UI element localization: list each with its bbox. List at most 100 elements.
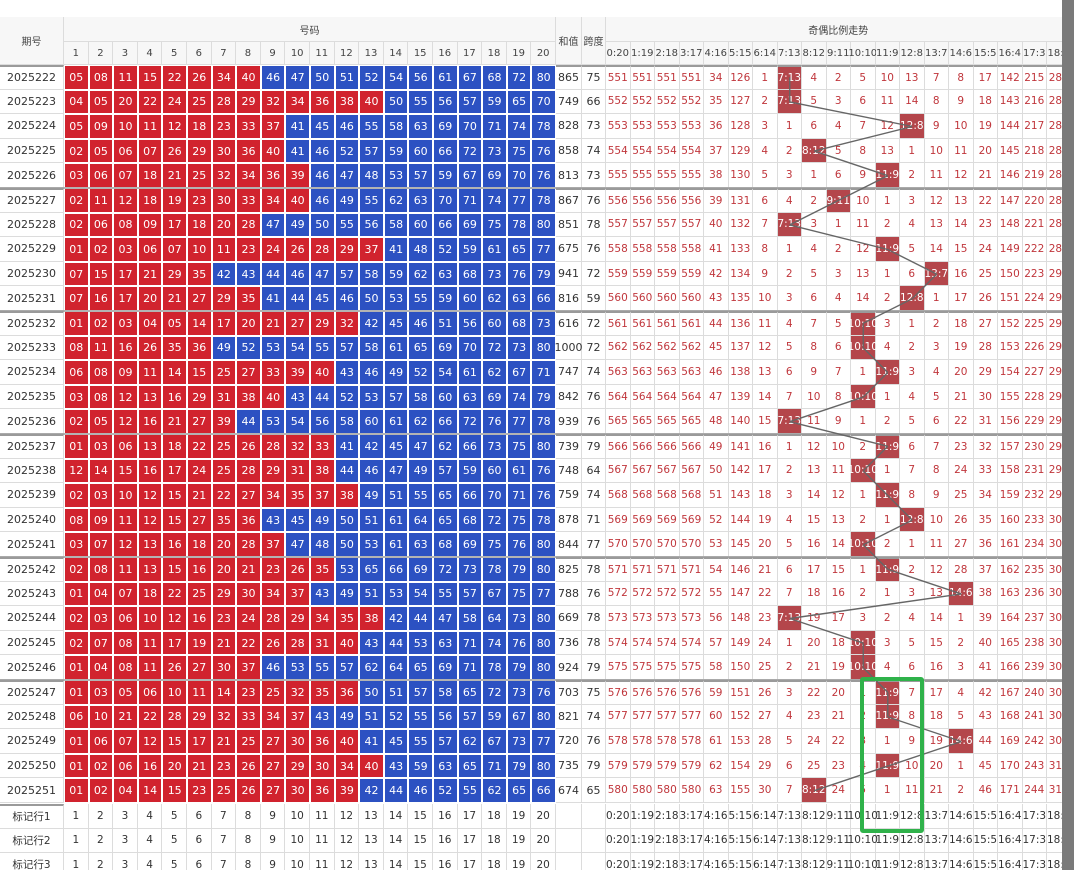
omission-count: 22	[949, 409, 974, 434]
sum: 865	[556, 65, 582, 90]
marker-ratio: 16:4	[998, 828, 1023, 854]
omission-count: 560	[679, 286, 704, 311]
omission-count: 5	[777, 729, 802, 754]
omission-count: 39	[704, 188, 729, 213]
drawn-number: 29	[285, 606, 310, 631]
omission-count: 1	[875, 507, 900, 533]
drawn-number: 46	[334, 286, 360, 311]
marker-number: 1	[64, 804, 89, 829]
trend-column-header: 2:18	[655, 42, 680, 65]
drawn-number: 71	[531, 360, 556, 385]
drawn-number: 55	[310, 335, 335, 361]
marker-ratio: 3:17	[679, 804, 704, 829]
drawn-number: 37	[285, 581, 310, 607]
sum: 878	[556, 507, 582, 533]
marker-number: 6	[187, 828, 212, 854]
drawn-number: 80	[531, 704, 556, 730]
omission-count: 551	[679, 65, 704, 90]
omission-count: 284	[1047, 114, 1062, 139]
omission-count: 561	[630, 311, 655, 336]
drawn-number: 60	[359, 409, 384, 434]
omission-count: 13	[802, 458, 827, 484]
marker-number: 18	[482, 828, 507, 854]
omission-count: 294	[1047, 360, 1062, 385]
span: 71	[582, 507, 606, 533]
omission-count: 220	[1022, 188, 1047, 213]
scrollbar[interactable]	[1062, 0, 1074, 870]
omission-count: 18	[924, 704, 949, 730]
omission-count: 3	[924, 335, 949, 361]
drawn-number: 79	[531, 261, 556, 287]
omission-count: 12	[851, 237, 876, 262]
omission-count: 21	[973, 163, 998, 188]
marker-number: 6	[187, 804, 212, 829]
omission-count: 573	[606, 606, 631, 631]
drawn-number: 18	[187, 212, 212, 238]
sum: 939	[556, 409, 582, 434]
drawn-number: 42	[359, 434, 384, 459]
drawn-number: 49	[285, 212, 310, 238]
omission-count: 299	[1047, 483, 1062, 508]
drawn-number: 53	[260, 335, 286, 361]
omission-count: 11	[802, 409, 827, 434]
drawn-number: 69	[457, 532, 483, 557]
sum: 759	[556, 483, 582, 508]
omission-count: 291	[1047, 286, 1062, 311]
drawn-number: 60	[482, 458, 507, 484]
drawn-number: 61	[482, 237, 507, 262]
marker-ratio: 13:7	[924, 804, 949, 829]
omission-count: 575	[630, 655, 655, 680]
span: 64	[582, 458, 606, 484]
omission-count: 41	[973, 655, 998, 680]
drawn-number: 52	[408, 360, 433, 385]
sum: 674	[556, 778, 582, 803]
ratio-hit: 11:9	[875, 237, 900, 262]
drawn-number: 52	[383, 704, 409, 730]
omission-count: 242	[1022, 729, 1047, 754]
sum: 924	[556, 655, 582, 680]
omission-count: 3	[777, 286, 802, 311]
omission-count: 297	[1047, 434, 1062, 459]
omission-count: 50	[704, 458, 729, 484]
drawn-number: 70	[433, 188, 458, 213]
marker-ratio: 13:7	[924, 828, 949, 854]
drawn-number: 46	[359, 360, 384, 385]
omission-count: 570	[630, 532, 655, 557]
omission-count: 8	[900, 483, 925, 508]
drawn-number: 36	[260, 163, 286, 188]
omission-count: 562	[679, 335, 704, 361]
omission-count: 42	[973, 680, 998, 705]
drawn-number: 66	[433, 212, 458, 238]
drawn-number: 01	[64, 680, 89, 705]
drawn-number: 29	[334, 237, 360, 262]
span: 74	[582, 360, 606, 385]
drawn-number: 30	[285, 729, 310, 754]
drawn-number: 26	[187, 65, 212, 90]
drawn-number: 04	[113, 778, 138, 803]
drawn-number: 47	[285, 532, 310, 557]
drawn-number: 26	[236, 778, 261, 803]
omission-count: 60	[704, 704, 729, 730]
omission-count: 28	[973, 335, 998, 361]
drawn-number: 26	[285, 557, 310, 582]
drawn-number: 33	[236, 114, 261, 139]
omission-count: 15	[924, 630, 949, 656]
issue: 2025235	[0, 384, 64, 410]
drawn-number: 12	[113, 188, 138, 213]
marker-number: 3	[113, 853, 138, 870]
drawn-number: 07	[162, 237, 187, 262]
omission-count: 571	[630, 557, 655, 582]
drawn-number: 41	[334, 434, 360, 459]
omission-count: 24	[753, 630, 778, 656]
marker-number: 16	[433, 853, 458, 870]
span: 74	[582, 138, 606, 164]
marker-ratio: 0:20	[606, 853, 631, 870]
number-column-header: 19	[506, 42, 532, 65]
drawn-number: 61	[433, 65, 458, 90]
drawn-number: 25	[260, 680, 286, 705]
drawn-number: 36	[236, 138, 261, 164]
marker-number: 18	[482, 853, 507, 870]
drawn-number: 23	[211, 753, 237, 779]
drawn-number: 63	[408, 532, 433, 557]
drawn-number: 67	[482, 729, 507, 754]
